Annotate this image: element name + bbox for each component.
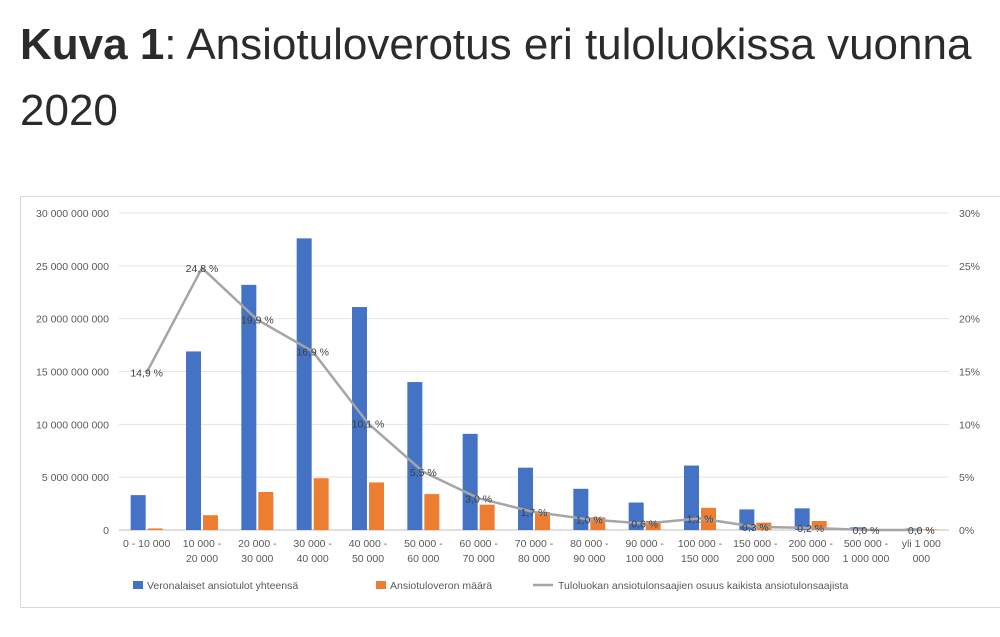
category-label: 60 000 - — [459, 538, 498, 550]
line-data-label: 0,2 % — [797, 523, 824, 535]
category-label: 20 000 - — [238, 538, 277, 550]
line-data-label: 14,9 % — [130, 368, 163, 380]
bar-income-tax — [535, 512, 550, 530]
category-label: 150 000 - — [733, 538, 778, 550]
bar-taxable-income — [352, 307, 367, 530]
right-axis-tick-label: 25% — [959, 261, 980, 273]
left-axis-tick-label: 15 000 000 000 — [36, 367, 109, 379]
category-label: 150 000 — [681, 553, 719, 565]
bar-taxable-income — [186, 351, 201, 530]
bar-income-tax — [424, 494, 440, 530]
line-data-label: 0,3 % — [742, 522, 769, 534]
line-data-label: 0,0 % — [853, 525, 880, 537]
legend-label: Veronalaiset ansiotulot yhteensä — [147, 580, 298, 592]
bar-income-tax — [369, 482, 384, 530]
bar-taxable-income — [407, 382, 423, 530]
category-label: 30 000 — [241, 553, 273, 565]
chart-container: 0 5 000 000 000 10 000 000 000 15 000 000 0… — [20, 196, 1000, 608]
line-data-label: 16,9 % — [296, 346, 329, 358]
category-label: 500 000 — [792, 553, 830, 565]
category-label: 10 000 - — [183, 538, 222, 550]
left-axis-tick-label: 5 000 000 000 — [42, 472, 109, 484]
bar-income-tax — [203, 515, 218, 530]
category-label: 60 000 — [407, 553, 439, 565]
left-axis-tick-label: 30 000 000 000 — [36, 208, 109, 220]
right-axis-tick-label: 0% — [959, 525, 974, 537]
category-label: 20 000 — [186, 553, 218, 565]
category-label: yli 1 000 — [902, 538, 941, 550]
line-data-label: 0,0 % — [908, 525, 935, 537]
right-axis-tick-label: 30% — [959, 208, 980, 220]
legend-label: Ansiotuloveron määrä — [390, 580, 492, 592]
category-label: 000 — [913, 553, 931, 565]
legend-swatch — [376, 581, 386, 589]
left-axis-tick-label: 25 000 000 000 — [36, 261, 109, 273]
line-earner-share — [145, 266, 922, 532]
bar-taxable-income — [794, 508, 810, 530]
bar-taxable-income — [296, 238, 312, 531]
category-label: 40 000 — [297, 553, 329, 565]
left-axis-tick-label: 10 000 000 000 — [36, 419, 109, 431]
line-data-label: 0,6 % — [631, 519, 658, 531]
bar-taxable-income — [684, 465, 699, 530]
right-axis-tick-label: 5% — [959, 472, 974, 484]
legend-label: Tuloluokan ansiotulonsaajien osuus kaiki… — [558, 580, 848, 592]
bar-taxable-income — [518, 467, 533, 530]
line-data-label: 5,5 % — [410, 467, 437, 479]
category-label: 0 - 10 000 — [123, 538, 170, 550]
line-data-label: 3,0 % — [465, 493, 492, 505]
income-tax-chart: 0 5 000 000 000 10 000 000 000 15 000 000 0… — [36, 208, 980, 592]
right-axis-tick-label: 20% — [959, 314, 980, 326]
category-label: 30 000 - — [293, 538, 332, 550]
line-data-label: 19,9 % — [241, 315, 274, 327]
bar-income-tax — [313, 478, 329, 530]
left-axis-tick-label: 0 — [103, 525, 109, 537]
line-data-label: 1,1 % — [687, 513, 714, 525]
category-label: 40 000 - — [349, 538, 388, 550]
right-axis-tick-label: 15% — [959, 367, 980, 379]
category-label: 80 000 - — [570, 538, 609, 550]
right-axis-tick-label: 10% — [959, 419, 980, 431]
bar-income-tax — [645, 521, 661, 530]
line-data-label: 1,7 % — [521, 507, 548, 519]
bar-taxable-income — [462, 433, 478, 530]
category-label: 80 000 — [518, 553, 550, 565]
page-title: Kuva 1: Ansiotuloverotus eri tuloluokiss… — [20, 12, 980, 144]
line-data-label: 10,1 % — [352, 418, 385, 430]
category-label: 50 000 — [352, 553, 384, 565]
category-label: 50 000 - — [404, 538, 443, 550]
bar-income-tax — [258, 491, 274, 530]
line-data-label: 24,8 % — [186, 263, 219, 275]
category-label: 100 000 - — [678, 538, 723, 550]
category-label: 200 000 - — [788, 538, 833, 550]
bar-income-tax — [811, 521, 827, 530]
category-label: 1 000 000 — [843, 553, 890, 565]
category-label: 500 000 - — [844, 538, 889, 550]
bar-income-tax — [147, 528, 163, 530]
line-data-label: 1,0 % — [576, 514, 603, 526]
left-axis-tick-label: 20 000 000 000 — [36, 314, 109, 326]
bar-taxable-income — [130, 495, 146, 530]
bar-income-tax — [479, 504, 495, 530]
category-label: 90 000 — [573, 553, 605, 565]
category-label: 90 000 - — [625, 538, 664, 550]
bar-taxable-income — [241, 284, 257, 530]
category-label: 200 000 — [736, 553, 774, 565]
legend-swatch — [133, 581, 143, 589]
bar-income-tax — [922, 529, 938, 530]
category-label: 70 000 - — [515, 538, 554, 550]
category-label: 100 000 — [626, 553, 664, 565]
category-label: 70 000 — [463, 553, 495, 565]
figure-label: Kuva 1 — [20, 20, 165, 69]
figure-title: : Ansiotuloverotus eri tuloluokissa vuon… — [20, 20, 972, 135]
